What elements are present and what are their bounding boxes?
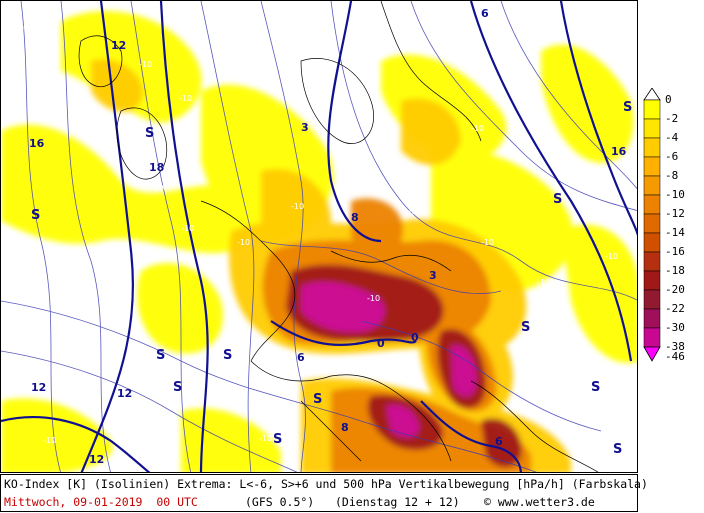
legend-swatch	[643, 289, 661, 310]
vm-label: -10	[259, 434, 272, 443]
legend-label: -46	[665, 350, 685, 363]
extremum-label: S	[145, 126, 154, 141]
ko-index-isolines	[1, 1, 637, 472]
vm-label: -10	[471, 124, 484, 133]
isoline-label: 12	[31, 381, 46, 394]
extremum-label: S	[553, 192, 562, 207]
extremum-label: S	[521, 320, 530, 335]
caption-date: Mittwoch, 09-01-2019 00 UTC	[4, 495, 198, 509]
vm-label: -10	[11, 24, 24, 33]
legend-label: -10	[665, 188, 685, 201]
extremum-label: S	[313, 392, 322, 407]
vm-label: -10	[291, 202, 304, 211]
legend-label: -30	[665, 321, 685, 334]
legend-label: -16	[665, 245, 685, 258]
legend-swatch	[643, 270, 661, 291]
weather-map: S S S S S S S S S S S S 12 18 16 6 8 0 0…	[0, 0, 638, 473]
vm-label: -10	[513, 350, 526, 359]
isoline-label: 0	[377, 337, 385, 350]
extrema-labels: S S S S S S S S S S S S	[31, 100, 632, 457]
caption-description: KO-Index [K] (Isolinien) Extrema: L<-6, …	[4, 477, 648, 491]
color-scale-legend: 0 -2 -4 -6 -8 -10 -12 -14 -16 -18 -20 -22 -30 -38 -46	[640, 88, 704, 384]
isoline-label: 8	[351, 211, 359, 224]
legend-label: -18	[665, 264, 685, 277]
map-canvas: S S S S S S S S S S S S 12 18 16 6 8 0 0…	[1, 1, 637, 472]
isoline-label: 6	[297, 351, 305, 364]
legend-swatch	[643, 137, 661, 158]
ko-index-major-isolines	[1, 1, 637, 472]
vertical-motion-labels: -10 -10 -10 -10 -10 -10 -10 -10 -10 -10 …	[11, 24, 618, 445]
legend-label: -38	[665, 340, 685, 353]
isoline-label: 12	[89, 453, 104, 466]
vm-label: -10	[237, 238, 250, 247]
extremum-label: S	[31, 208, 40, 223]
isoline-value-labels: 12 18 16 6 8 0 0 12 12 8 6 12 3 3 6 16	[29, 7, 627, 466]
legend-swatch	[643, 156, 661, 177]
isoline-label: 16	[611, 145, 627, 158]
extremum-label: S	[591, 380, 600, 395]
legend-label: -4	[665, 131, 679, 144]
isoline-label: 0	[411, 331, 419, 344]
legend-swatch	[643, 251, 661, 272]
vm-label: -10	[481, 238, 494, 247]
coastlines	[78, 1, 599, 472]
extremum-label: S	[223, 348, 232, 363]
extremum-label: S	[173, 380, 182, 395]
extremum-label: S	[156, 348, 165, 363]
legend-swatch	[643, 232, 661, 253]
legend-label: -20	[665, 283, 685, 296]
vm-label: -10	[151, 184, 164, 193]
extremum-label: S	[273, 432, 282, 447]
isoline-label: 3	[429, 269, 437, 282]
legend-label: -6	[665, 150, 679, 163]
isoline-label: 18	[149, 161, 164, 174]
isoline-label: 16	[29, 137, 45, 150]
extremum-label: S	[613, 442, 622, 457]
isoline-label: 12	[111, 39, 126, 52]
isoline-label: 12	[117, 387, 132, 400]
vertical-motion-field	[1, 11, 637, 472]
vm-label: -10	[605, 252, 618, 261]
legend-top-arrow	[643, 88, 661, 101]
isoline-label: 8	[341, 421, 349, 434]
caption-model: (GFS 0.5°) (Dienstag 12 + 12)	[245, 495, 460, 509]
legend-label: -22	[665, 302, 685, 315]
legend-label: -2	[665, 112, 679, 125]
legend-label: -8	[665, 169, 679, 182]
extremum-label: S	[623, 100, 632, 115]
color-scale-bar	[643, 88, 661, 362]
legend-label: 0	[665, 93, 672, 106]
isoline-label: 6	[495, 435, 503, 448]
legend-swatch	[643, 99, 661, 120]
isoline-label: 3	[301, 121, 309, 134]
legend-label: -14	[665, 226, 685, 239]
isoline-label: 6	[481, 7, 489, 20]
vm-label: -10	[537, 278, 550, 287]
vm-label: -10	[43, 436, 56, 445]
vm-label: -10	[401, 208, 414, 217]
vm-label: -10	[179, 94, 192, 103]
legend-swatch	[643, 194, 661, 215]
legend-swatch	[643, 175, 661, 196]
legend-label: -12	[665, 207, 685, 220]
vm-label: -10	[139, 60, 152, 69]
map-caption: KO-Index [K] (Isolinien) Extrema: L<-6, …	[0, 474, 648, 512]
caption-copyright: © www.wetter3.de	[484, 495, 595, 509]
vm-label: -10	[367, 294, 380, 303]
vm-label: -10	[181, 224, 194, 233]
legend-swatch	[643, 327, 661, 348]
legend-swatch	[643, 308, 661, 329]
legend-swatch	[643, 213, 661, 234]
legend-bottom-arrow	[643, 346, 661, 362]
legend-swatch	[643, 118, 661, 139]
